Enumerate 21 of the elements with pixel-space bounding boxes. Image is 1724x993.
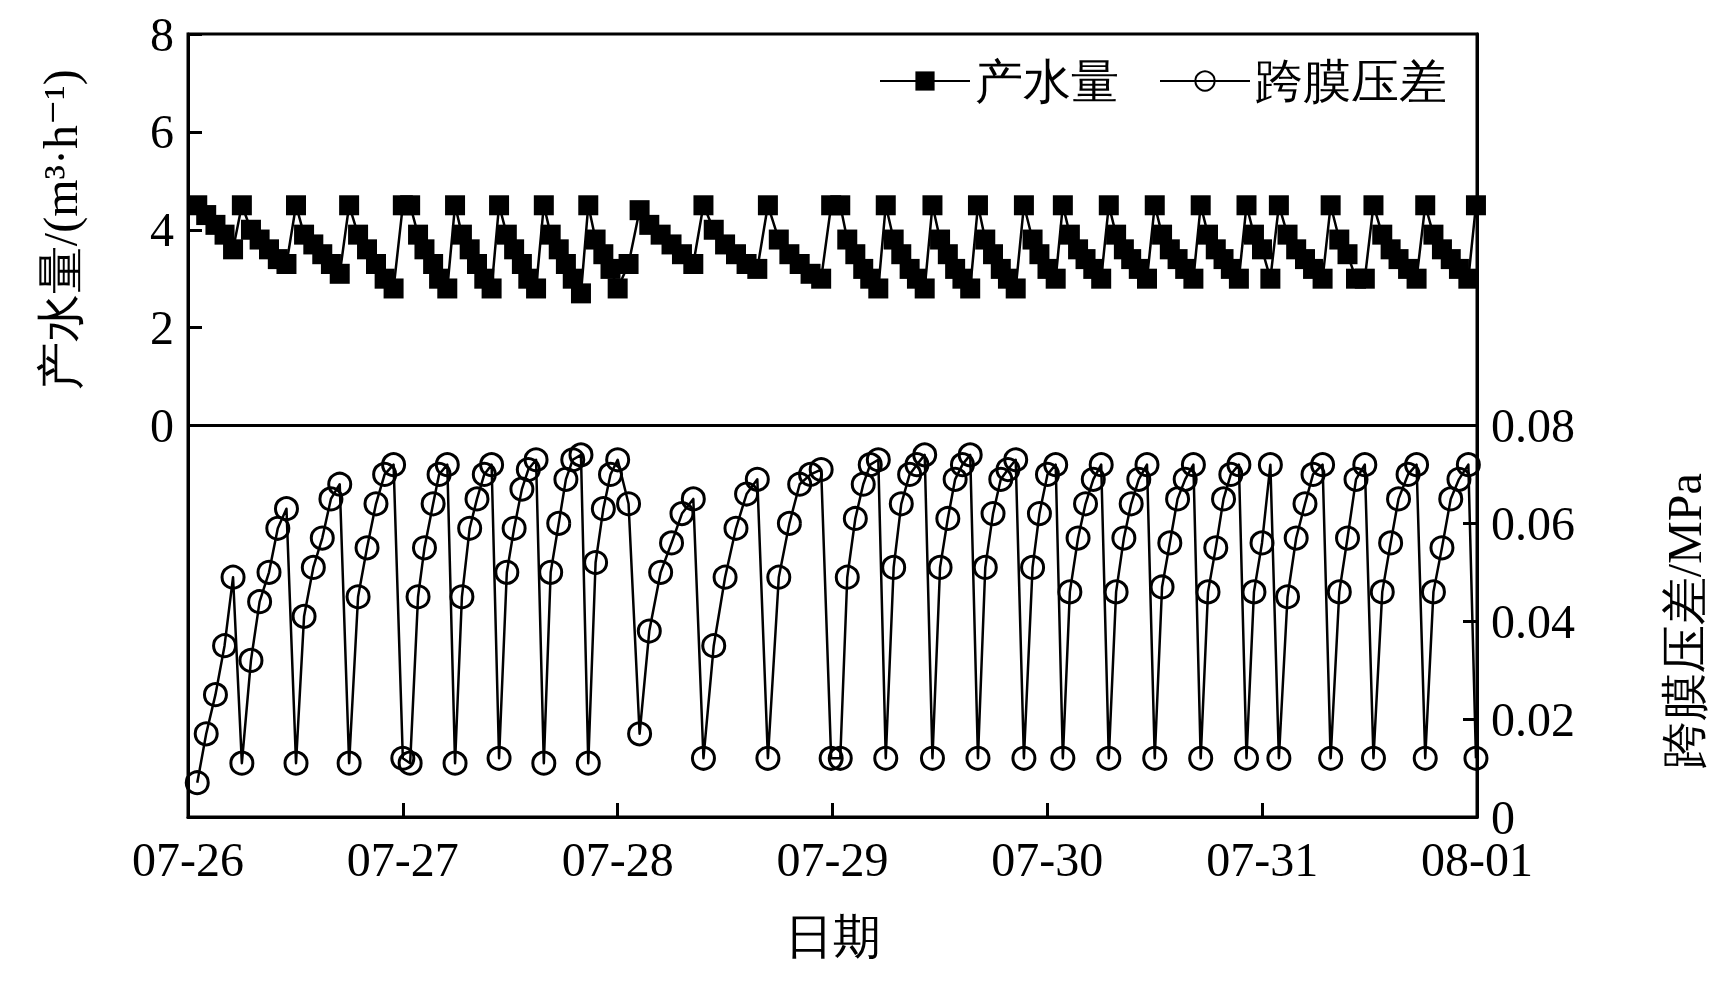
x-axis-title: 日期 [784,909,881,963]
x-tick-label: 07-29 [776,832,889,886]
y2-tick-label: 0 [1491,790,1515,844]
y-axis-title: 产水量/(m³·h⁻¹) [33,69,88,391]
x-tick-label: 07-26 [132,832,244,886]
legend-label: 跨膜压差 [1255,54,1447,108]
y2-tick-label: 0.06 [1491,496,1575,550]
y-tick-label: 2 [150,301,174,355]
x-tick-label: 07-30 [991,832,1104,886]
y-tick-label: 6 [150,105,174,159]
y2-tick-label: 0.02 [1491,692,1575,746]
y2-axis-title: 跨膜压差/MPa [1657,473,1711,770]
y-tick-label: 4 [150,203,174,257]
y-tick-label: 8 [150,7,174,61]
y2-tick-label: 0.08 [1491,399,1575,452]
x-tick-label: 07-31 [1206,832,1319,886]
y2-tick-label: 0.04 [1491,594,1575,648]
x-tick-label: 07-28 [561,832,674,886]
legend-label: 产水量 [975,54,1119,108]
x-tick-label: 07-27 [346,832,459,886]
y-tick-label: 0 [150,399,174,452]
